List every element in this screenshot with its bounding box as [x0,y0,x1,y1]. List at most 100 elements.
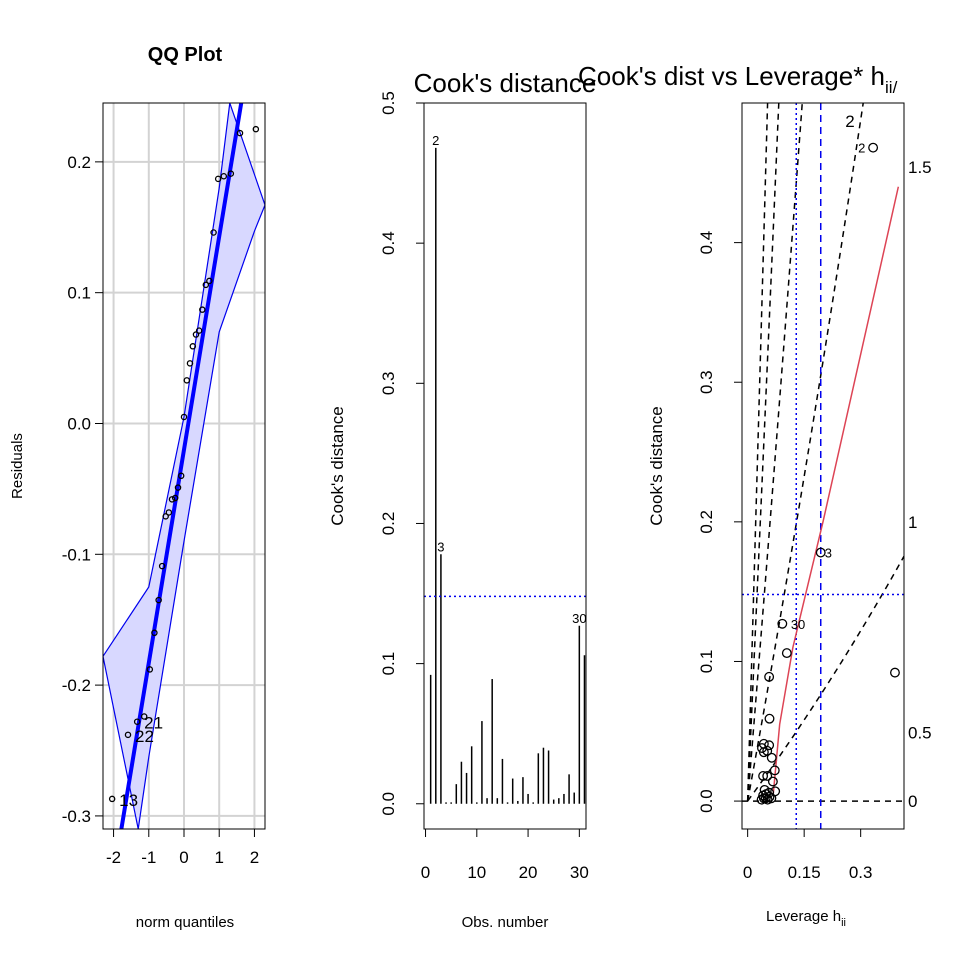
leverage-point-label: 2 [858,141,865,156]
qq-point [151,629,158,637]
contour-label: 2 [845,112,854,131]
cooks-x-tick-label: 0 [421,863,430,882]
cooks-x-tick-label: 20 [519,863,538,882]
leverage-y-tick-label: 0.0 [697,789,716,813]
leverage-point-labels: 2 3 30 [791,141,866,632]
leverage-x-tick-label: 0.3 [849,863,873,882]
cooks-vs-leverage-panel: 2 3 30 2 0 0.15 0.3 0.0 0.1 0.2 0.3 0.4 0 0.5 1 1.5… [578,61,932,929]
leverage-point [764,671,775,682]
qq-x-tick-label: -1 [141,848,156,867]
leverage-y-tick-label: 0.3 [697,370,716,394]
qq-point-label: 13 [119,791,138,810]
cooks-y-tick-label: 0.3 [379,371,398,395]
leverage-xlabel-main: Leverage h [766,908,841,925]
leverage-point [758,770,769,781]
cooks-plot-frame [423,102,587,830]
leverage-point [769,765,780,776]
qq-y-tick-label: 0.2 [67,153,91,172]
qq-point [195,327,203,334]
qq-point [199,306,206,313]
qq-point [140,713,148,720]
cooks-plot-title: Cook's distance [414,68,597,98]
cooks-x-axis-label: Obs. number [462,914,549,931]
leverage-x-axis: 0 0.15 0.3 [743,829,873,882]
leverage-point [815,547,826,558]
cooks-point-label: 30 [572,611,586,626]
cooks-y-axis: 0.0 0.1 0.2 0.3 0.4 0.5 [379,91,424,816]
leverage-plot-frame [741,102,905,830]
cooks-distance-panel: 2 3 30 0 10 20 30 0.0 0.1 0.2 0.3 0.4 0.5 Cook's d… [328,68,596,931]
qq-point [168,496,176,503]
qq-y-tick-label: -0.1 [62,545,91,564]
qq-point [206,277,213,285]
leverage-point [764,740,775,751]
cooks-x-axis: 0 10 20 30 [421,829,589,882]
qq-point [171,494,179,502]
qq-plot-panel: QQ Plot -2 -1 0 1 2 -0.3 -0.2 -0.1 0.0 0.1 0.2 13… [9,44,266,931]
cooks-point-label: 3 [437,539,444,554]
qq-point [165,509,173,516]
leverage-x-tick-label: 0 [743,863,752,882]
cooks-y-tick-label: 0.0 [379,792,398,816]
leverage-point [759,784,770,795]
cooks-x-tick-label: 10 [467,863,486,882]
cooks-bars [429,147,586,804]
cooks-contour-lines [742,103,904,802]
qq-point [174,484,182,491]
qq-point [183,377,191,384]
qq-x-tick-label: 0 [179,848,188,867]
qq-plot-title: QQ Plot [148,44,223,66]
leverage-point [766,752,777,763]
qq-point [252,125,260,133]
qq-point-label: 22 [135,727,154,746]
leverage-right-label: 0 [908,792,917,811]
cooks-y-tick-label: 0.5 [379,91,398,115]
leverage-point [762,770,773,781]
qq-point [108,795,116,803]
cooks-y-tick-label: 0.2 [379,512,398,536]
leverage-y-axis: 0.0 0.1 0.2 0.3 0.4 [697,231,742,813]
leverage-point [764,713,775,724]
cooks-point-label: 2 [432,133,439,148]
qq-point [192,331,200,338]
leverage-point [890,667,900,678]
leverage-y-tick-label: 0.4 [697,231,716,255]
leverage-title-subscript: ii [885,78,893,97]
contour-labels: 2 [845,112,854,131]
cooks-contour [746,103,864,802]
qq-point-label: 21 [144,714,163,733]
leverage-y-tick-label: 0.1 [697,650,716,674]
leverage-x-tick-label: 0.15 [788,863,821,882]
qq-point [158,562,166,570]
cooks-x-tick-label: 30 [570,863,589,882]
leverage-point [767,776,778,787]
qq-point [202,281,210,289]
qq-point [124,731,132,739]
leverage-right-labels: 0 0.5 1 1.5 [908,158,932,811]
qq-point [186,360,194,367]
qq-y-tick-label: -0.2 [62,676,91,695]
cooks-y-tick-label: 0.1 [379,652,398,676]
qq-point [155,596,162,604]
leverage-point [764,791,775,802]
cooks-point-labels: 2 3 30 [432,133,586,626]
leverage-point [777,618,788,629]
leverage-point-label: 3 [825,546,832,561]
qq-point [177,472,185,480]
qq-point [220,173,228,180]
qq-x-tick-label: 1 [214,848,223,867]
qq-point [180,413,188,421]
qq-y-tick-label: -0.3 [62,807,91,826]
qq-x-tick-label: 2 [250,848,259,867]
qq-reference-line [119,103,244,829]
leverage-plot-title: Cook's dist vs Leverage* hii/ [578,61,898,97]
leverage-title-tail: / [893,78,898,97]
qq-point [146,666,154,673]
qq-y-tick-label: 0.0 [67,414,91,433]
qq-x-axis-label: norm quantiles [136,914,234,931]
qq-points [108,125,260,803]
qq-point [162,513,169,520]
qq-point [214,175,222,183]
